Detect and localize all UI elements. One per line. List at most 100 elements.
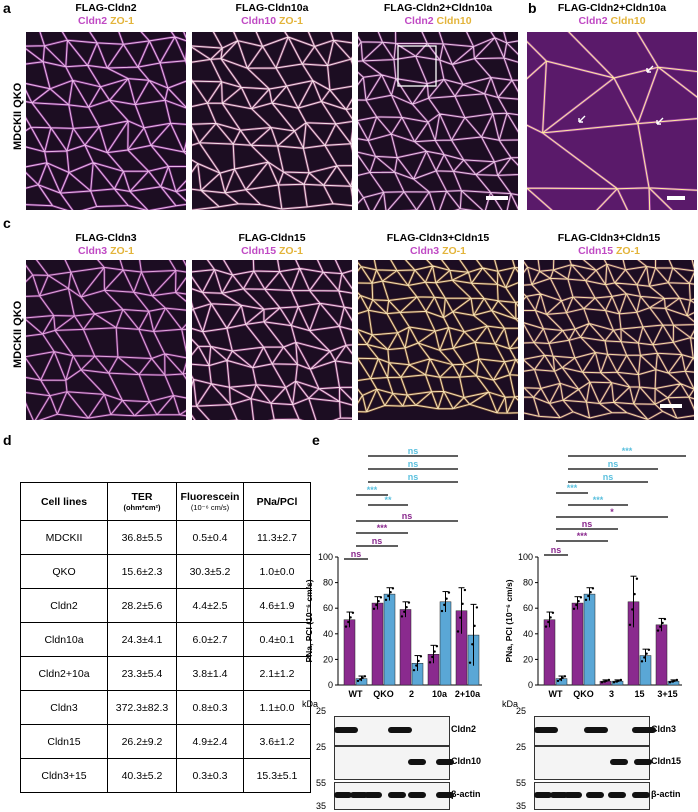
micrograph-cldn2-cldn10a-zoom [527,32,697,210]
arrow-icon [646,65,654,73]
x-tick-label: WT [349,689,363,699]
significance-label: ns [408,459,419,469]
panel-label-e: e [312,432,320,448]
data-point [589,591,592,594]
kda-marker: 55 [516,778,527,788]
data-point [412,668,416,672]
data-point [584,598,588,602]
data-point [440,609,444,613]
significance-label: ns [608,459,619,469]
kda-marker: 25 [316,742,327,752]
data-point [617,679,620,682]
table-cell: Cldn10a [20,622,108,657]
data-point [577,599,580,603]
table-cell: 23.3±5.4 [107,656,177,691]
data-point [375,603,378,607]
th-fluorescein: Fluorescein (10⁻⁶ cm/s) [176,482,244,521]
kda-marker: 55 [316,778,327,788]
table-cell: 15.3±5.1 [243,758,311,793]
data-point [419,655,423,658]
micrograph-cldn2-cldn10a [358,32,518,210]
table-cell: 6.0±2.7 [176,622,244,657]
th-cell-lines: Cell lines [20,482,108,521]
data-point [431,655,434,659]
table-cell: 0.8±0.3 [176,690,244,725]
blot-band [610,759,628,765]
data-point [473,624,476,628]
bar [543,619,556,686]
table-cell: 3.6±1.2 [243,724,311,759]
micrograph-cldn3-cldn15-b [524,260,694,420]
cell-junction [527,32,697,210]
table-cell: 0.5±0.4 [176,520,244,555]
kda-marker: 25 [516,706,527,716]
x-tick-label: QKO [573,689,594,699]
micrograph-cldn3-cldn15-a [358,260,518,420]
scale-bar [667,196,685,200]
table-cell: 15.6±2.3 [107,554,177,589]
western-blot-left: kDa Cldn2 Cldn10 β-actin 25 25 55 35 [302,699,490,812]
panel-label-b: b [528,0,537,16]
data-point [656,629,660,632]
y-tick-label: 40 [523,629,533,639]
data-point [456,630,460,633]
bar-chart-cldn2-cldn10a: 0 20 40 60 80 100 PNa, PCl (10⁻⁶ cm/s) WT QKO 2 10… [304,446,482,699]
data-point [379,596,383,599]
blot-band [586,792,604,798]
micrograph-cldn10a [192,32,352,210]
x-tick-label: 2+10a [455,689,481,699]
data-point [615,680,618,683]
data-point [415,664,418,667]
bar [343,619,356,686]
blot-band [388,792,406,798]
data-point [619,678,623,682]
micrograph-cldn3 [26,260,186,420]
image-title-b: FLAG-Cldn2+Cldn10a Cldn2 Cldn10 [557,2,667,27]
y-tick-label: 80 [323,578,333,588]
data-point [372,607,376,611]
data-point [645,652,648,655]
bar-chart-cldn3-cldn15: 0 20 40 60 80 100 PNa, PCl (10⁻⁶ cm/s) WT QKO 3 15… [504,446,686,699]
table-cell: Cldn3+15 [20,758,108,793]
data-point [445,597,448,600]
data-point [628,623,632,627]
data-point [475,606,479,609]
table-cell: 372.3±82.3 [107,690,177,725]
data-point [356,679,360,683]
table-cell: 4.4±2.5 [176,588,244,623]
data-point [347,620,350,624]
x-tick-label: 2 [409,689,414,699]
cell-junction [358,32,518,210]
table-row: Cldn15 26.2±9.2 4.9±2.4 3.6±1.2 [20,724,311,759]
image-title-c3: FLAG-Cldn3+Cldn15 Cldn3 ZO-1 [386,232,490,257]
significance-label: * [610,507,614,517]
table-cell: Cldn2+10a [20,656,108,691]
significance-label: *** [377,523,388,533]
data-point [591,587,595,590]
x-tick-label: 3+15 [657,689,677,699]
bar [399,609,412,686]
th-ter: TER (ohm*cm²) [107,482,177,521]
kda-label: kDa [502,699,519,709]
blot-band [408,759,426,765]
table-cell: 1.0±0.0 [243,554,311,589]
cell-junction [358,260,518,414]
blot-band [436,759,454,765]
micrograph-cldn15 [192,260,352,420]
data-point [384,598,388,602]
blot-label: β-actin [451,789,481,799]
y-tick-label: 80 [523,578,533,588]
data-point [668,681,672,684]
blot-band [364,792,382,798]
table-cell: MDCKII [20,520,108,555]
y-tick-label: 20 [323,654,333,664]
data-point [428,661,432,664]
blot-band [534,727,558,733]
data-point [631,608,634,611]
table-cell: 3.8±1.4 [176,656,244,691]
y-tick-label: 20 [523,654,533,664]
blot-label: β-actin [651,789,681,799]
blot-label: Cldn2 [451,724,477,734]
data-point [363,675,367,678]
significance-label: ns [603,472,614,482]
